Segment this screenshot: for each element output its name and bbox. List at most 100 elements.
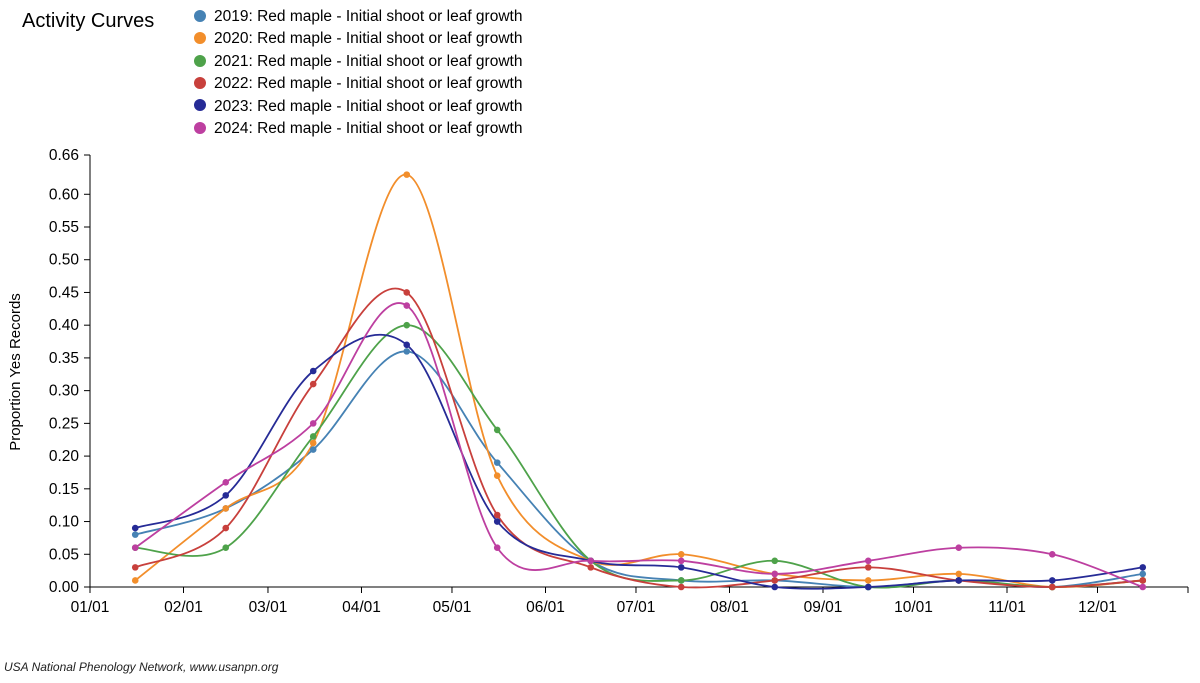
- series-line-0: [134, 350, 1143, 588]
- data-point: [309, 367, 317, 375]
- y-tick-label: 0.15: [49, 481, 79, 498]
- data-point: [587, 564, 595, 571]
- data-point: [403, 321, 411, 329]
- legend-label: 2019: Red maple - Initial shoot or leaf …: [214, 8, 523, 25]
- legend-label: 2020: Red maple - Initial shoot or leaf …: [214, 30, 523, 48]
- data-point: [403, 341, 411, 349]
- data-point: [309, 446, 317, 453]
- data-point: [771, 583, 779, 591]
- data-point: [493, 459, 501, 466]
- data-point: [677, 564, 685, 571]
- legend-item: 2020: Red maple - Initial shoot or leaf …: [194, 28, 522, 50]
- legend-item: 2022: Red maple - Initial shoot or leaf …: [194, 73, 522, 95]
- series-line-5: [134, 302, 1144, 588]
- x-tick-label: 05/01: [433, 599, 472, 616]
- data-point: [131, 577, 139, 584]
- data-point: [131, 524, 139, 532]
- y-axis-label: Proportion Yes Records: [7, 293, 24, 451]
- data-point: [222, 524, 230, 532]
- data-point: [493, 426, 501, 434]
- data-point: [1139, 577, 1147, 584]
- series-line-4: [134, 333, 1143, 590]
- data-point: [131, 544, 139, 552]
- data-point: [403, 289, 411, 296]
- data-point: [309, 439, 317, 447]
- y-tick-label: 0.25: [49, 415, 79, 432]
- legend-swatch: [194, 77, 206, 90]
- data-point: [309, 433, 317, 440]
- data-point: [771, 557, 779, 565]
- legend-item: 2023: Red maple - Initial shoot or leaf …: [194, 96, 522, 118]
- data-point: [771, 570, 779, 578]
- data-point: [222, 478, 230, 486]
- data-point: [1048, 583, 1056, 591]
- chart-title: Activity Curves: [22, 10, 155, 32]
- data-point: [131, 531, 139, 538]
- data-point: [309, 380, 317, 388]
- legend-swatch: [194, 99, 206, 112]
- data-point: [403, 348, 411, 355]
- y-tick-label: 0.35: [49, 350, 79, 367]
- data-point: [955, 577, 963, 584]
- series-line-1: [134, 173, 1143, 589]
- legend-swatch: [194, 54, 206, 67]
- data-point: [1139, 564, 1147, 571]
- data-point: [677, 583, 685, 591]
- data-point: [309, 420, 317, 427]
- x-tick-label: 11/01: [988, 599, 1026, 616]
- data-point: [222, 544, 230, 552]
- legend-label: 2024: Red maple - Initial shoot or leaf …: [214, 119, 523, 137]
- data-point: [1139, 570, 1147, 578]
- data-point: [493, 518, 501, 525]
- data-point: [864, 583, 872, 591]
- y-tick-label: 0.55: [49, 219, 79, 236]
- data-point: [493, 544, 501, 552]
- y-tick-label: 0.20: [49, 448, 80, 465]
- legend-item: 2024: Red maple - Initial shoot or leaf …: [194, 118, 522, 140]
- data-point: [1048, 577, 1056, 584]
- data-point: [493, 511, 501, 519]
- legend-label: 2023: Red maple - Initial shoot or leaf …: [214, 97, 523, 115]
- data-point: [677, 557, 685, 565]
- data-point: [771, 577, 779, 584]
- series-lines: [134, 173, 1144, 590]
- legend: 2019: Red maple - Initial shoot or leaf …: [194, 6, 522, 140]
- legend-swatch: [194, 9, 206, 22]
- y-tick-label: 0.10: [49, 514, 80, 531]
- data-point: [403, 171, 411, 178]
- legend-item: 2021: Red maple - Initial shoot or leaf …: [194, 51, 522, 73]
- x-tick-label: 12/01: [1078, 599, 1117, 616]
- x-tick-label: 06/01: [526, 599, 565, 616]
- data-point: [493, 472, 501, 480]
- x-tick-label: 07/01: [617, 599, 656, 616]
- legend-label: 2021: Red maple - Initial shoot or leaf …: [214, 52, 523, 70]
- data-point: [864, 564, 872, 571]
- footer-credit: USA National Phenology Network, www.usan…: [4, 660, 279, 674]
- x-tick-label: 08/01: [710, 599, 749, 616]
- data-point: [955, 570, 963, 578]
- series-line-3: [134, 287, 1143, 589]
- data-point: [955, 544, 963, 552]
- legend-swatch: [194, 121, 206, 134]
- data-point: [222, 492, 230, 499]
- x-tick-label: 01/01: [71, 599, 110, 616]
- legend-label: 2022: Red maple - Initial shoot or leaf …: [214, 75, 523, 93]
- y-tick-label: 0.45: [49, 284, 79, 301]
- x-tick-label: 10/01: [894, 599, 933, 616]
- y-tick-label: 0.66: [49, 147, 79, 164]
- y-tick-label: 0.50: [49, 252, 80, 269]
- data-point: [1139, 583, 1147, 591]
- y-axis: 0.00 0.05 0.10 0.15 0.20 0.25 0.30 0.35 0.40 0.45…: [49, 147, 91, 596]
- data-point: [864, 577, 872, 584]
- data-point: [222, 505, 230, 512]
- legend-swatch: [194, 32, 206, 45]
- data-point: [403, 302, 411, 309]
- y-tick-label: 0.05: [49, 546, 79, 563]
- y-tick-label: 0.00: [49, 579, 80, 596]
- x-axis: 01/01 02/01 03/01 04/01 05/01 06/01 07/01 08/01…: [71, 586, 1189, 616]
- data-point: [677, 550, 685, 558]
- data-point: [131, 564, 139, 571]
- x-tick-label: 09/01: [804, 599, 843, 616]
- data-point: [1048, 550, 1056, 558]
